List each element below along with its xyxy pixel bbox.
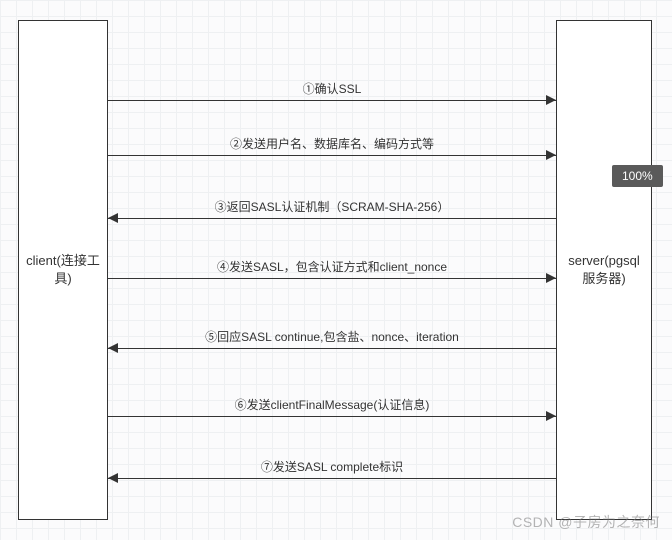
server-lifeline-box: server(pgsql服务器) bbox=[556, 20, 652, 520]
arrow-line-5 bbox=[108, 348, 556, 349]
arrow-head-2 bbox=[546, 150, 556, 160]
arrow-head-5 bbox=[108, 343, 118, 353]
arrow-line-4 bbox=[108, 278, 556, 279]
arrow-line-3 bbox=[108, 218, 556, 219]
arrow-label-5: ⑤回应SASL continue,包含盐、nonce、iteration bbox=[205, 328, 459, 348]
arrow-label-2: ②发送用户名、数据库名、编码方式等 bbox=[230, 135, 434, 155]
arrow-line-7 bbox=[108, 478, 556, 479]
server-label: server(pgsql服务器) bbox=[563, 252, 645, 287]
arrow-head-7 bbox=[108, 473, 118, 483]
arrow-label-1: ①确认SSL bbox=[303, 80, 362, 100]
client-label: client(连接工具) bbox=[25, 252, 101, 287]
arrow-label-6: ⑥发送clientFinalMessage(认证信息) bbox=[235, 396, 430, 416]
arrow-label-4: ④发送SASL，包含认证方式和client_nonce bbox=[217, 258, 447, 278]
arrow-label-3: ③返回SASL认证机制（SCRAM-SHA-256） bbox=[215, 198, 450, 218]
arrow-head-6 bbox=[546, 411, 556, 421]
watermark: CSDN @子房为之奈何 bbox=[512, 512, 660, 532]
arrow-head-1 bbox=[546, 95, 556, 105]
percent-tag-text: 100% bbox=[622, 169, 653, 183]
watermark-text: CSDN @子房为之奈何 bbox=[512, 514, 660, 530]
arrow-label-7: ⑦发送SASL complete标识 bbox=[261, 458, 403, 478]
arrow-head-3 bbox=[108, 213, 118, 223]
arrow-head-4 bbox=[546, 273, 556, 283]
percent-tag: 100% bbox=[612, 165, 663, 187]
arrow-line-6 bbox=[108, 416, 556, 417]
arrow-line-1 bbox=[108, 100, 556, 101]
client-lifeline-box: client(连接工具) bbox=[18, 20, 108, 520]
arrow-line-2 bbox=[108, 155, 556, 156]
